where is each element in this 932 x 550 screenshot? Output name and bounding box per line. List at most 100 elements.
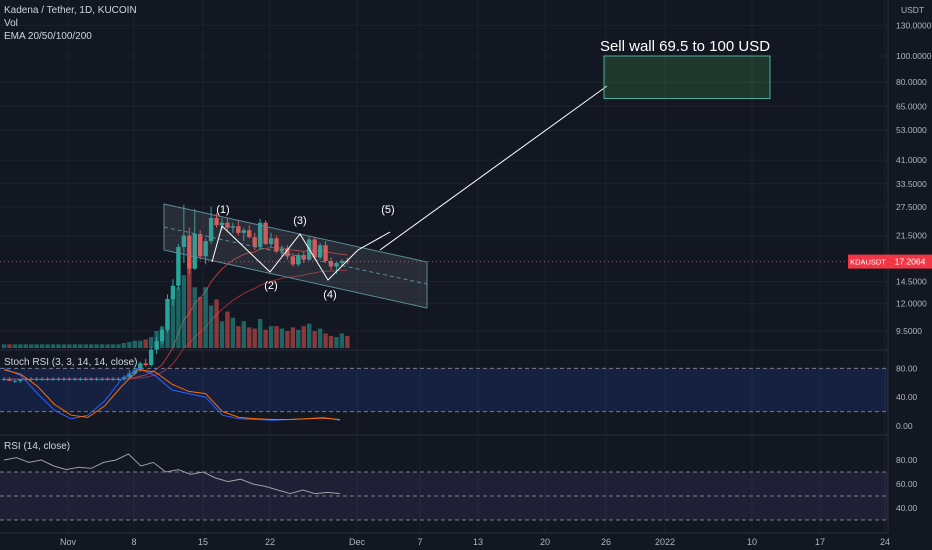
volume-bar [208,305,214,348]
candle-body [339,260,345,264]
candle-body [148,349,154,366]
volume-bar [214,299,219,348]
candle-body [94,378,99,380]
price-tick-label: 130.0000 [896,20,932,30]
candle-body [23,378,28,380]
volume-bar [45,344,50,348]
volume-bar [143,339,148,348]
candle-body [61,378,67,380]
volume-bar [290,327,296,348]
volume-bar [148,337,154,348]
candle-body [181,235,187,247]
volume-bar [252,328,257,348]
volume-bar [176,287,181,348]
time-tick-label: 24 [880,537,890,547]
volume-bar [56,344,61,348]
projection-line [379,85,608,251]
candle-body [39,378,45,380]
volume-label: Vol [4,18,18,29]
time-tick-label: Nov [60,537,77,547]
wave-label: (5) [381,204,394,216]
volume-bar [225,311,230,348]
volume-bar [7,344,12,348]
time-tick-label: Dec [349,537,366,547]
candle-body [290,256,296,265]
volume-bar [34,344,39,348]
price-tick-label: 100.0000 [896,51,932,61]
candle-body [203,241,208,257]
current-price-tag [888,254,932,269]
volume-bar [274,326,279,348]
time-tick-label: 17 [815,537,825,547]
rsi-tick-label: 60.00 [896,479,918,489]
candle-body [247,230,252,238]
candle-body [328,260,334,267]
candle-body [268,238,274,245]
time-tick-label: 10 [747,537,757,547]
candle-body [165,298,170,330]
volume-bar [105,344,110,348]
volume-bar [61,344,67,348]
volume-bar [268,326,274,348]
price-tick-label: 12.0000 [896,299,927,309]
volume-bar [23,344,28,348]
candle-body [72,378,78,380]
symbol-tag [848,254,888,269]
volume-bar [50,344,56,348]
volume-bar [154,331,159,348]
candle-body [263,222,268,245]
volume-bar [99,344,105,348]
indicator-panes [0,367,888,521]
candle-body [105,378,110,380]
volume-bar [18,344,23,348]
volume-bar [187,263,192,348]
volume-bar [72,344,78,348]
candle-body [230,226,236,228]
candle-body [219,222,225,226]
volume-bar [345,335,350,348]
candle-body [89,378,94,380]
volume-bar [301,326,306,348]
candle-body [187,235,192,269]
volume-bar [334,337,339,348]
candle-body [110,378,116,380]
ema-label: EMA 20/50/100/200 [4,31,92,42]
volume-bar [116,344,121,348]
drawing-overlays: KDAUSDT 17.2064 Sell wall 69.5 to 100 USD (… [0,38,932,309]
candle-body [241,230,246,233]
candle-body [143,363,148,366]
volume-bar [110,344,116,348]
grid-lines [0,0,889,534]
candle-body [257,222,263,247]
symbol-title: Kadena / Tether, 1D, KUCOIN [4,5,137,16]
volume-bar [39,344,45,348]
volume-bar [323,333,328,348]
candle-body [236,226,241,233]
time-tick-label: 15 [198,537,208,547]
price-tick-label: 27.5000 [896,202,927,212]
stoch-band [0,368,888,412]
rsi-tick-label: 40.00 [896,503,918,513]
candle-body [176,246,181,286]
candle-body [285,248,290,257]
wave-label: (4) [323,289,336,301]
candle-body [29,378,34,380]
time-tick-label: 7 [417,537,422,547]
volume-bar [165,317,170,348]
candle-body [208,217,214,242]
volume-bar [12,344,18,348]
candle-body [83,378,88,380]
candle-body [170,285,176,299]
wave-label: (3) [293,215,306,227]
candle-body [323,245,328,261]
volume-bar [279,328,285,348]
time-tick-label: 8 [131,537,136,547]
candle-body [296,255,301,265]
price-tick-label: 65.0000 [896,101,927,111]
price-tick-label: 14.5000 [896,277,927,287]
candle-body [279,248,285,252]
volume-bar [127,341,132,348]
candle-body [132,370,137,374]
sell-wall-zone [603,55,771,100]
wave-label: (1) [216,204,229,216]
